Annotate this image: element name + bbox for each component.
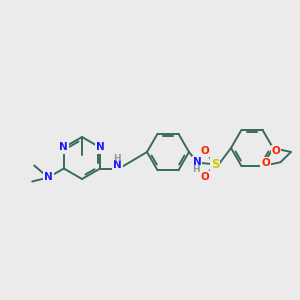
Text: N: N bbox=[193, 157, 201, 167]
Text: N: N bbox=[44, 172, 52, 182]
Text: O: O bbox=[272, 146, 280, 156]
Text: N: N bbox=[96, 142, 105, 152]
Text: N: N bbox=[59, 142, 68, 152]
Text: O: O bbox=[261, 158, 270, 168]
Text: O: O bbox=[201, 146, 209, 156]
Text: N: N bbox=[113, 160, 122, 170]
Text: S: S bbox=[211, 158, 219, 170]
Text: H: H bbox=[113, 154, 121, 163]
Text: O: O bbox=[201, 172, 209, 182]
Text: H: H bbox=[192, 166, 200, 175]
